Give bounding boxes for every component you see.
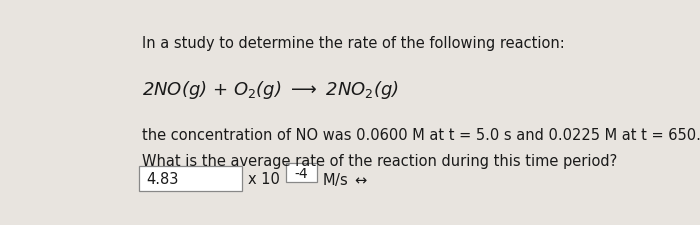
Text: the concentration of NO was 0.0600 M at t = 5.0 s and 0.0225 M at t = 650.0 s.: the concentration of NO was 0.0600 M at … — [141, 128, 700, 142]
Text: In a study to determine the rate of the following reaction:: In a study to determine the rate of the … — [141, 36, 564, 51]
Text: 2NO(g) + O$_2$(g) $\longrightarrow$ 2NO$_2$(g): 2NO(g) + O$_2$(g) $\longrightarrow$ 2NO$… — [141, 79, 399, 101]
Text: 4.83: 4.83 — [146, 171, 178, 186]
Text: x 10: x 10 — [248, 171, 279, 186]
Text: M/s $\leftrightarrow$: M/s $\leftrightarrow$ — [323, 170, 369, 187]
FancyBboxPatch shape — [286, 164, 317, 182]
Text: -4: -4 — [295, 166, 308, 180]
FancyBboxPatch shape — [139, 166, 242, 191]
Text: What is the average rate of the reaction during this time period?: What is the average rate of the reaction… — [141, 153, 617, 168]
